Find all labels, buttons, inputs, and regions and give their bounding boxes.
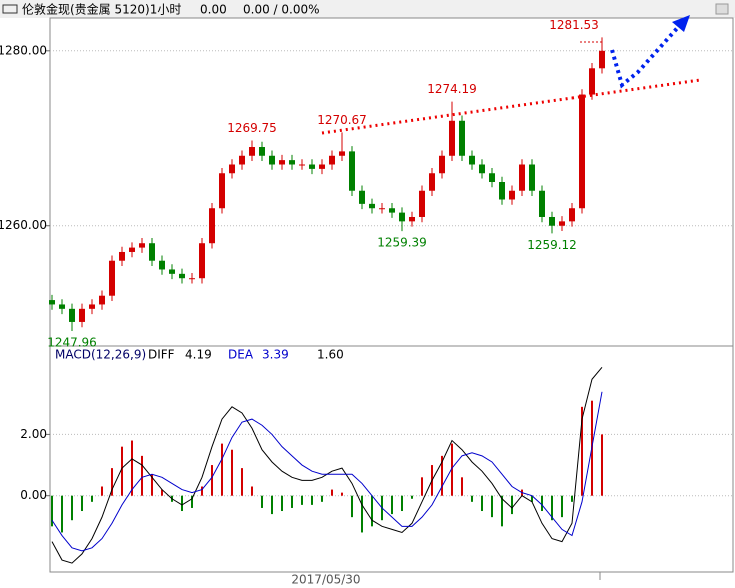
plot-frame (49, 17, 734, 573)
header-bar (0, 0, 735, 18)
candle-body (479, 164, 485, 174)
candle-body (449, 120, 455, 156)
arrow-head (672, 15, 690, 32)
candle-body (459, 120, 465, 156)
candle-body (79, 308, 85, 322)
candle-body (469, 155, 475, 165)
diff-value: 4.19 (185, 348, 212, 362)
price-annotation: 1259.12 (527, 238, 577, 252)
candle-body (109, 260, 115, 296)
price-annotation: 1259.39 (377, 236, 427, 250)
candle-body (209, 208, 215, 244)
candle-body (199, 243, 205, 279)
trend-annotations (321, 15, 701, 135)
price-annotation: 1247.96 (47, 336, 97, 350)
header-change: 0.00 / 0.00% (243, 3, 320, 17)
header-price: 0.00 (200, 3, 227, 17)
y-tick-label: 1260.00 (0, 218, 47, 232)
candle-body (569, 208, 575, 222)
candle-body (419, 190, 425, 217)
candle-body (309, 164, 315, 169)
candle-body (249, 147, 255, 156)
candle-body (409, 216, 415, 222)
candle-body (489, 173, 495, 182)
candle-body (509, 190, 515, 200)
candle-body (349, 151, 355, 191)
candle-body (339, 151, 345, 156)
candle-body (179, 273, 185, 279)
dea-label: DEA (228, 348, 254, 362)
candle-body (89, 304, 95, 309)
trend-line (321, 96, 573, 135)
candle-body (69, 308, 75, 322)
candle-body (359, 190, 365, 204)
dea-value: 3.39 (262, 348, 289, 362)
dea-line (51, 391, 603, 552)
macd-value: 1.60 (317, 348, 344, 362)
candle-body (139, 243, 145, 248)
candle-body (369, 203, 375, 209)
y-tick-label: 0.00 (20, 488, 47, 502)
macd-title: MACD(12,26,9) (55, 348, 146, 362)
candle-body (259, 147, 265, 156)
header-button[interactable] (715, 3, 729, 15)
candle-body (599, 50, 605, 69)
candle-body (219, 173, 225, 209)
candle-body (389, 208, 395, 213)
candle-body (379, 208, 385, 210)
price-annotation: 1270.67 (317, 113, 367, 127)
price-annotation: 1281.53 (549, 18, 599, 32)
candle-body (119, 251, 125, 261)
candle-body (59, 304, 65, 309)
diff-label: DIFF (148, 348, 175, 362)
candle-body (499, 182, 505, 200)
price-annotation: 1269.75 (227, 121, 277, 135)
header-title: 伦敦金现(贵金属 5120)1小时 (22, 2, 181, 17)
y-tick-label: 2.00 (20, 427, 47, 441)
candle-body (539, 190, 545, 217)
candle-body (439, 155, 445, 174)
candle-body (519, 164, 525, 191)
candle-body (279, 160, 285, 165)
candle-body (159, 260, 165, 270)
candle-body (589, 68, 595, 95)
candle-body (549, 216, 555, 226)
candle-body (229, 164, 235, 174)
candle-body (399, 212, 405, 222)
candle-body (559, 221, 565, 226)
candle-body (529, 164, 535, 191)
candle-body (329, 155, 335, 165)
candle-body (99, 295, 105, 305)
x-axis-label: 2017/05/30 (291, 573, 360, 587)
candle-body (429, 173, 435, 191)
candle-body (189, 278, 195, 280)
candle-body (149, 243, 155, 261)
candle-body (269, 155, 275, 165)
candle-body (239, 155, 245, 165)
candle-body (129, 247, 135, 252)
candle-body (169, 269, 175, 274)
header-icon[interactable] (2, 4, 18, 14)
candle-body (49, 300, 55, 305)
candle-body (319, 164, 325, 169)
candle-body (299, 164, 305, 166)
price-annotation: 1274.19 (427, 82, 477, 96)
candle-body (289, 160, 295, 165)
y-tick-label: 1280.00 (0, 43, 47, 57)
candle-body (579, 94, 585, 209)
